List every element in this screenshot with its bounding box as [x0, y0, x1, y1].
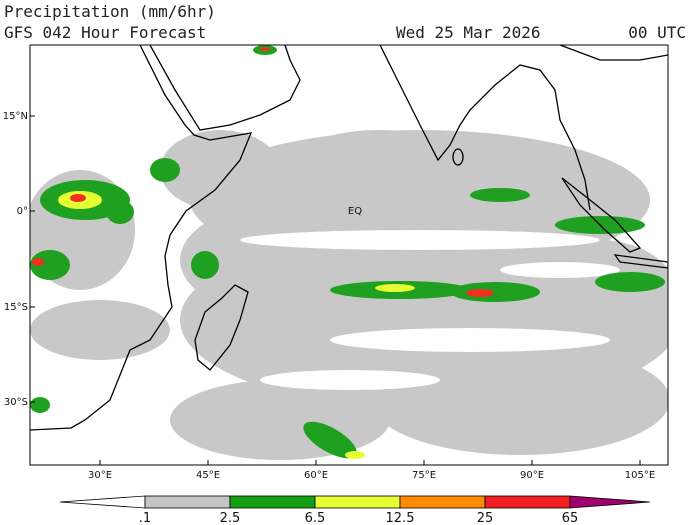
lon-label: 75°E — [412, 470, 436, 481]
colorbar-end — [59, 495, 146, 509]
lat-label: 15°N — [3, 111, 28, 122]
lon-label: 30°E — [88, 470, 112, 481]
lat-label: 15°S — [4, 302, 28, 313]
map: EQ — [29, 44, 669, 466]
time: 00 UTC — [628, 23, 686, 42]
colorbar-segment — [229, 495, 316, 509]
title: Precipitation (mm/6hr) — [4, 2, 216, 21]
lat-label: 0° — [17, 206, 28, 217]
colorbar-label: 2.5 — [220, 511, 241, 525]
colorbar-segment — [484, 495, 571, 509]
map-frame — [29, 44, 669, 466]
equator-label: EQ — [348, 206, 362, 217]
lat-label: 30°S — [4, 397, 28, 408]
subtitle: GFS 042 Hour Forecast — [4, 23, 206, 42]
lon-label: 45°E — [196, 470, 220, 481]
colorbar-label: 25 — [477, 511, 494, 525]
colorbar-label: 12.5 — [386, 511, 415, 525]
lon-label: 60°E — [304, 470, 328, 481]
colorbar-label: 6.5 — [305, 511, 326, 525]
colorbar-label: .1 — [139, 511, 151, 525]
colorbar-end — [569, 495, 651, 509]
colorbar-segment — [314, 495, 401, 509]
date: Wed 25 Mar 2026 — [396, 23, 541, 42]
lon-label: 105°E — [625, 470, 655, 481]
colorbar-segment — [399, 495, 486, 509]
colorbar-segment — [144, 495, 231, 509]
lon-label: 90°E — [520, 470, 544, 481]
colorbar-label: 65 — [562, 511, 579, 525]
precip-field — [30, 45, 668, 465]
